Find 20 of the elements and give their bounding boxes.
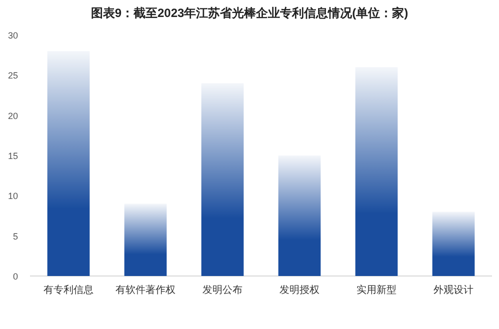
y-tick-label: 20	[8, 110, 18, 121]
x-tick-label: 有专利信息	[44, 284, 94, 296]
chart-title: 图表9：截至2023年江苏省光棒企业专利信息情况(单位：家)	[90, 6, 408, 20]
x-tick-label: 实用新型	[356, 284, 396, 296]
bar	[432, 212, 475, 276]
x-tick-label: 有软件著作权	[116, 284, 176, 296]
y-tick-label: 10	[8, 191, 18, 202]
x-tick-label: 发明授权	[280, 284, 320, 296]
y-tick-label: 30	[8, 30, 18, 40]
y-tick-label: 25	[8, 70, 18, 81]
y-tick-label: 5	[12, 231, 18, 242]
y-tick-label: 15	[8, 151, 18, 161]
bar	[47, 51, 90, 276]
x-tick-label: 外观设计	[434, 284, 474, 296]
x-tick-label: 发明公布	[202, 284, 242, 296]
y-tick-label: 0	[12, 272, 18, 282]
bar	[355, 67, 398, 276]
bar	[278, 156, 321, 276]
bar	[124, 204, 167, 276]
bar	[201, 83, 244, 276]
